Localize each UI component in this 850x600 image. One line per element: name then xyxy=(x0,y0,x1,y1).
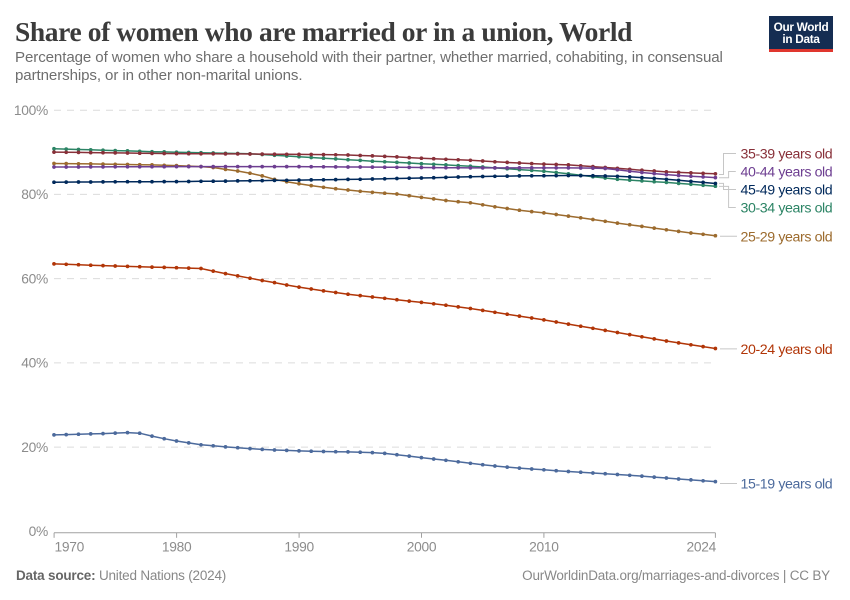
svg-text:45-49 years old: 45-49 years old xyxy=(741,183,833,199)
svg-text:15-19 years old: 15-19 years old xyxy=(741,477,833,493)
svg-text:20-24 years old: 20-24 years old xyxy=(741,342,833,358)
svg-text:2010: 2010 xyxy=(529,540,559,555)
svg-text:25-29 years old: 25-29 years old xyxy=(741,229,833,245)
svg-text:1970: 1970 xyxy=(55,540,85,555)
svg-text:20%: 20% xyxy=(21,440,48,455)
svg-text:1980: 1980 xyxy=(162,540,192,555)
svg-text:40-44 years old: 40-44 years old xyxy=(741,165,833,181)
svg-text:100%: 100% xyxy=(14,103,48,118)
svg-text:80%: 80% xyxy=(21,187,48,202)
svg-text:2024: 2024 xyxy=(687,540,717,555)
svg-text:30-34 years old: 30-34 years old xyxy=(741,201,833,217)
svg-text:0%: 0% xyxy=(29,524,48,539)
svg-text:1990: 1990 xyxy=(284,540,314,555)
svg-text:2000: 2000 xyxy=(407,540,437,555)
svg-text:60%: 60% xyxy=(21,271,48,286)
svg-text:35-39 years old: 35-39 years old xyxy=(741,147,833,163)
svg-text:40%: 40% xyxy=(21,356,48,371)
